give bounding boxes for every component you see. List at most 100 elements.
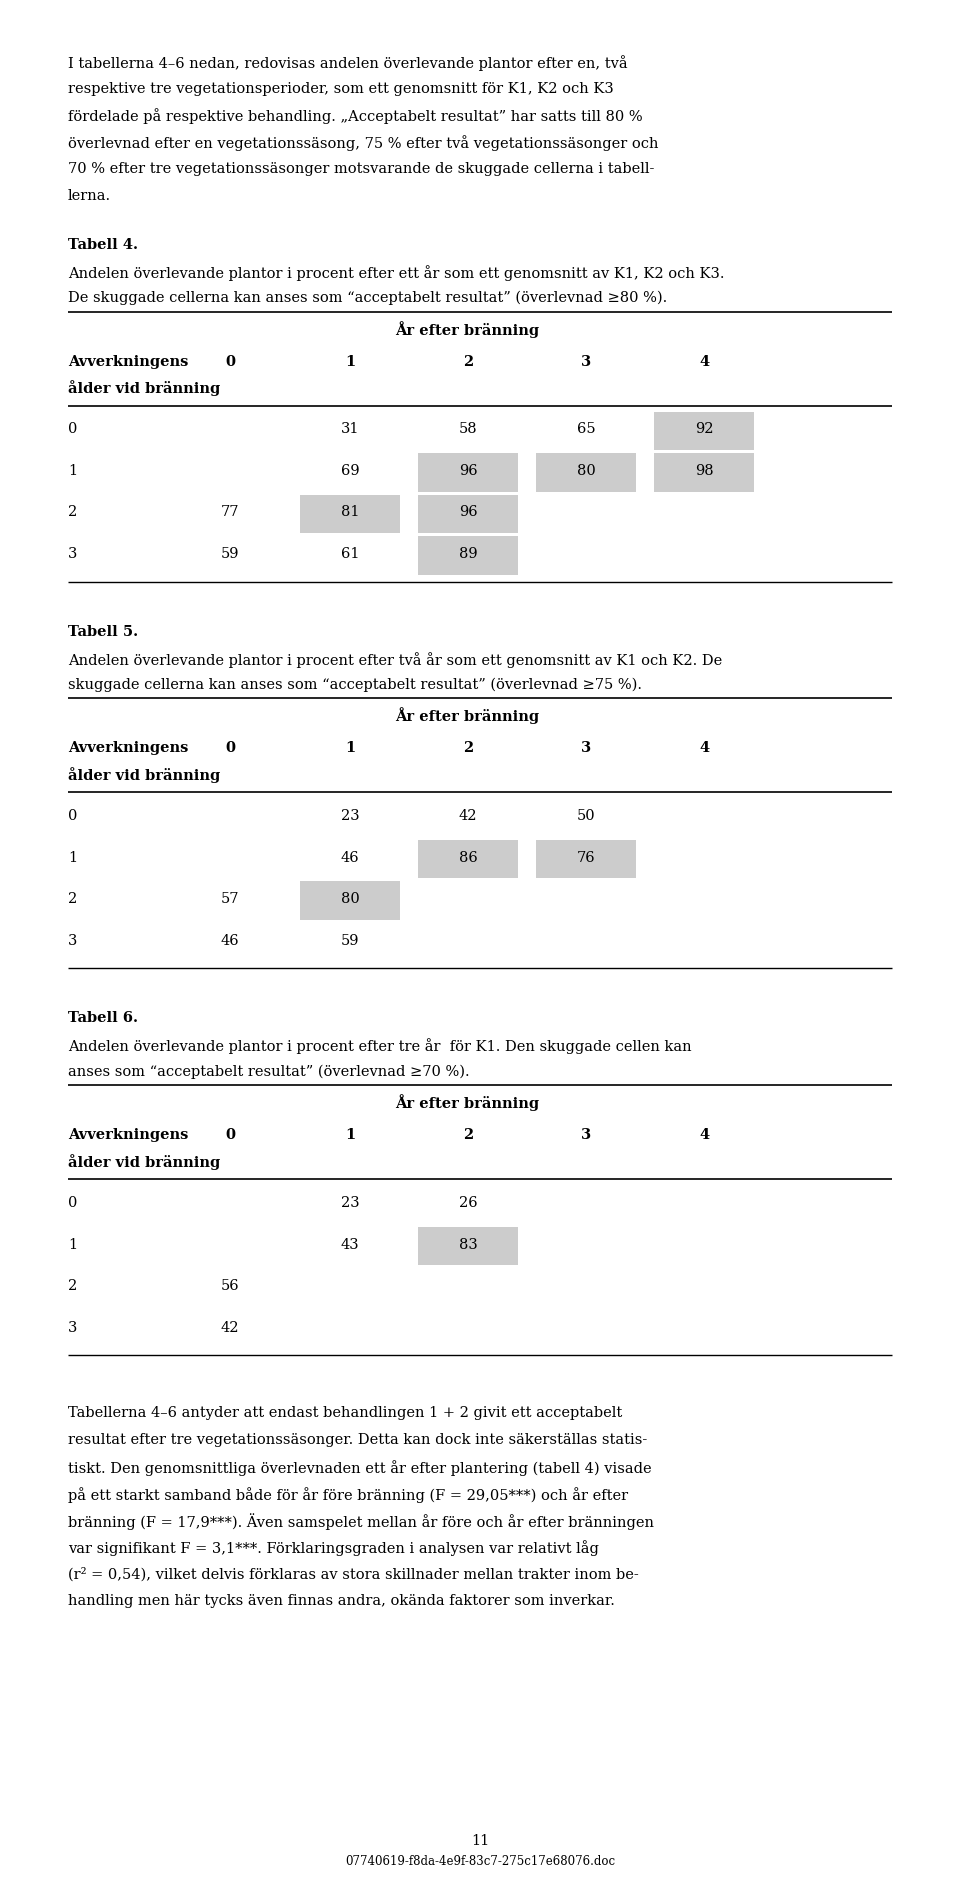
Text: 0: 0 <box>68 421 78 436</box>
Bar <box>300 882 400 920</box>
Text: 1: 1 <box>345 1128 355 1141</box>
Text: 3: 3 <box>68 546 78 561</box>
Text: 0: 0 <box>225 1128 235 1141</box>
Bar <box>536 453 636 493</box>
Text: 4: 4 <box>699 355 709 368</box>
Text: 1: 1 <box>68 463 77 478</box>
Text: 56: 56 <box>221 1279 239 1292</box>
Text: 42: 42 <box>459 808 477 824</box>
Text: 0: 0 <box>68 808 78 824</box>
Text: 2: 2 <box>463 355 473 368</box>
Bar <box>536 841 636 878</box>
Text: 80: 80 <box>577 463 595 478</box>
Text: 1: 1 <box>345 740 355 756</box>
Text: 43: 43 <box>341 1237 359 1251</box>
Text: Tabellerna 4–6 antyder att endast behandlingen 1 + 2 givit ett acceptabelt: Tabellerna 4–6 antyder att endast behand… <box>68 1405 622 1419</box>
Text: 42: 42 <box>221 1320 239 1334</box>
Bar <box>418 536 518 576</box>
Text: ålder vid bränning: ålder vid bränning <box>68 380 220 397</box>
Text: 76: 76 <box>577 850 595 865</box>
Text: 4: 4 <box>699 740 709 756</box>
Text: 2: 2 <box>68 892 77 905</box>
Text: anses som “acceptabelt resultat” (överlevnad ≥70 %).: anses som “acceptabelt resultat” (överle… <box>68 1064 469 1079</box>
Text: De skuggade cellerna kan anses som “acceptabelt resultat” (överlevnad ≥80 %).: De skuggade cellerna kan anses som “acce… <box>68 291 667 304</box>
Text: 07740619-f8da-4e9f-83c7-275c17e68076.doc: 07740619-f8da-4e9f-83c7-275c17e68076.doc <box>345 1853 615 1866</box>
Text: 46: 46 <box>341 850 359 865</box>
Bar <box>418 453 518 493</box>
Text: 58: 58 <box>459 421 477 436</box>
Text: År efter bränning: År efter bränning <box>395 1094 540 1111</box>
Text: 1: 1 <box>68 1237 77 1251</box>
Text: handling men här tycks även finnas andra, okända faktorer som inverkar.: handling men här tycks även finnas andra… <box>68 1592 614 1608</box>
Text: lerna.: lerna. <box>68 189 111 202</box>
Text: 59: 59 <box>221 546 239 561</box>
Text: Avverkningens: Avverkningens <box>68 740 188 756</box>
Text: 86: 86 <box>459 850 477 865</box>
Text: 65: 65 <box>577 421 595 436</box>
Text: 59: 59 <box>341 933 359 946</box>
Text: ålder vid bränning: ålder vid bränning <box>68 767 220 782</box>
Text: 3: 3 <box>581 1128 591 1141</box>
Text: Andelen överlevande plantor i procent efter ett år som ett genomsnitt av K1, K2 : Andelen överlevande plantor i procent ef… <box>68 264 725 281</box>
Text: respektive tre vegetationsperioder, som ett genomsnitt för K1, K2 och K3: respektive tre vegetationsperioder, som … <box>68 81 613 96</box>
Text: 92: 92 <box>695 421 713 436</box>
Text: I tabellerna 4–6 nedan, redovisas andelen överlevande plantor efter en, två: I tabellerna 4–6 nedan, redovisas andele… <box>68 55 628 70</box>
Text: 77: 77 <box>221 504 239 519</box>
Text: Andelen överlevande plantor i procent efter tre år  för K1. Den skuggade cellen : Andelen överlevande plantor i procent ef… <box>68 1037 691 1054</box>
Text: tiskt. Den genomsnittliga överlevnaden ett år efter plantering (tabell 4) visade: tiskt. Den genomsnittliga överlevnaden e… <box>68 1458 652 1475</box>
Text: Avverkningens: Avverkningens <box>68 355 188 368</box>
Text: 2: 2 <box>463 1128 473 1141</box>
Bar <box>418 495 518 535</box>
Text: 83: 83 <box>459 1237 477 1251</box>
Text: överlevnad efter en vegetationssäsong, 75 % efter två vegetationssäsonger och: överlevnad efter en vegetationssäsong, 7… <box>68 136 659 151</box>
Text: 70 % efter tre vegetationssäsonger motsvarande de skuggade cellerna i tabell-: 70 % efter tre vegetationssäsonger motsv… <box>68 162 655 176</box>
Text: (r² = 0,54), vilket delvis förklaras av stora skillnader mellan trakter inom be-: (r² = 0,54), vilket delvis förklaras av … <box>68 1566 638 1581</box>
Text: 50: 50 <box>577 808 595 824</box>
Text: 69: 69 <box>341 463 359 478</box>
Text: Tabell 6.: Tabell 6. <box>68 1011 138 1026</box>
Text: År efter bränning: År efter bränning <box>395 706 540 723</box>
Text: bränning (F = 17,9***). Även samspelet mellan år före och år efter bränningen: bränning (F = 17,9***). Även samspelet m… <box>68 1513 654 1530</box>
Bar <box>418 841 518 878</box>
Text: skuggade cellerna kan anses som “acceptabelt resultat” (överlevnad ≥75 %).: skuggade cellerna kan anses som “accepta… <box>68 676 642 691</box>
Text: var signifikant F = 3,1***. Förklaringsgraden i analysen var relativt låg: var signifikant F = 3,1***. Förklaringsg… <box>68 1540 599 1555</box>
Text: 57: 57 <box>221 892 239 905</box>
Bar <box>300 495 400 535</box>
Text: 1: 1 <box>68 850 77 865</box>
Text: 81: 81 <box>341 504 359 519</box>
Text: 98: 98 <box>695 463 713 478</box>
Bar <box>654 412 754 451</box>
Text: 2: 2 <box>68 1279 77 1292</box>
Text: 23: 23 <box>341 1196 359 1209</box>
Text: 0: 0 <box>225 355 235 368</box>
Text: 96: 96 <box>459 463 477 478</box>
Text: 2: 2 <box>68 504 77 519</box>
Text: 3: 3 <box>68 1320 78 1334</box>
Text: 3: 3 <box>581 355 591 368</box>
Text: Andelen överlevande plantor i procent efter två år som ett genomsnitt av K1 och : Andelen överlevande plantor i procent ef… <box>68 652 722 667</box>
Text: Tabell 5.: Tabell 5. <box>68 623 138 638</box>
Text: 2: 2 <box>463 740 473 756</box>
Text: 46: 46 <box>221 933 239 946</box>
Text: resultat efter tre vegetationssäsonger. Detta kan dock inte säkerställas statis-: resultat efter tre vegetationssäsonger. … <box>68 1432 647 1447</box>
Text: 26: 26 <box>459 1196 477 1209</box>
Text: Tabell 4.: Tabell 4. <box>68 238 138 251</box>
Text: 23: 23 <box>341 808 359 824</box>
Text: 4: 4 <box>699 1128 709 1141</box>
Bar <box>418 1228 518 1266</box>
Text: 11: 11 <box>470 1832 490 1847</box>
Text: 31: 31 <box>341 421 359 436</box>
Text: 89: 89 <box>459 546 477 561</box>
Text: Avverkningens: Avverkningens <box>68 1128 188 1141</box>
Text: 3: 3 <box>68 933 78 946</box>
Text: fördelade på respektive behandling. „Acceptabelt resultat” har satts till 80 %: fördelade på respektive behandling. „Acc… <box>68 108 642 125</box>
Text: 80: 80 <box>341 892 359 905</box>
Text: 3: 3 <box>581 740 591 756</box>
Text: ålder vid bränning: ålder vid bränning <box>68 1154 220 1169</box>
Text: 61: 61 <box>341 546 359 561</box>
Text: på ett starkt samband både för år före bränning (F = 29,05***) och år efter: på ett starkt samband både för år före b… <box>68 1487 628 1502</box>
Text: 0: 0 <box>68 1196 78 1209</box>
Text: År efter bränning: År efter bränning <box>395 321 540 338</box>
Text: 1: 1 <box>345 355 355 368</box>
Text: 96: 96 <box>459 504 477 519</box>
